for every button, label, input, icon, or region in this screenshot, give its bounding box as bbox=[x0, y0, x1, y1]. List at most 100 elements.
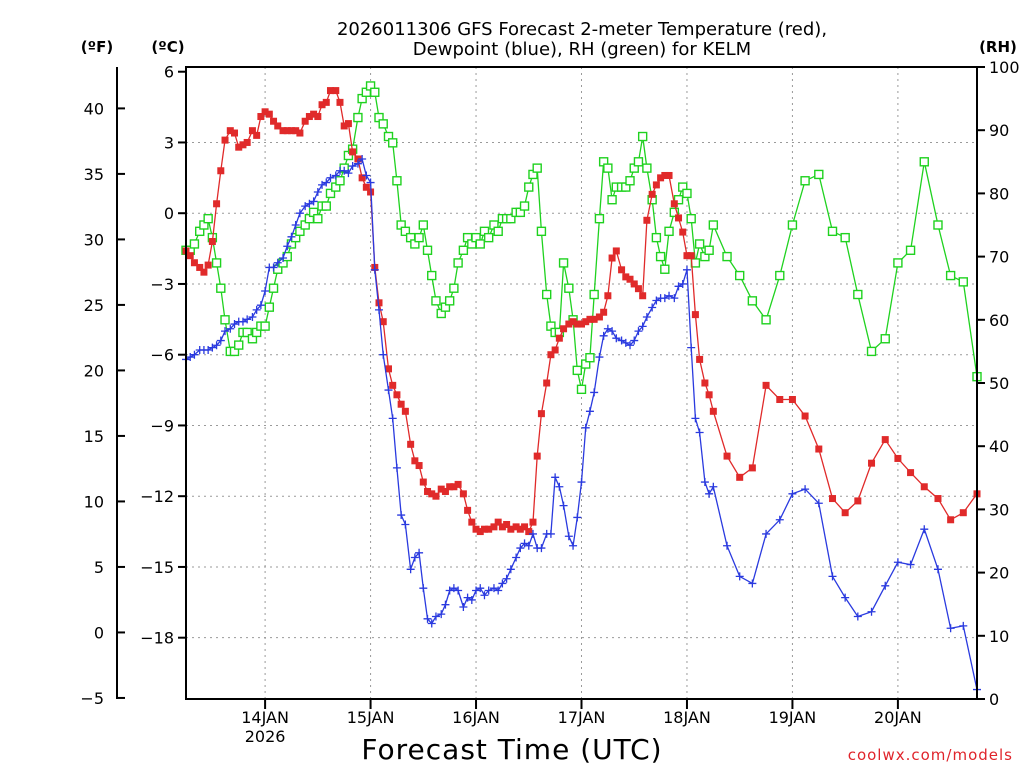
rh-point bbox=[905, 245, 916, 255]
rh-point bbox=[558, 258, 569, 268]
temperature-point bbox=[788, 396, 796, 404]
dewpoint-point bbox=[735, 572, 744, 581]
dewpoint-point bbox=[577, 478, 586, 487]
dewpoint-point bbox=[608, 327, 617, 336]
temperature-point bbox=[265, 110, 273, 118]
rh-point bbox=[431, 296, 441, 306]
temperature-point bbox=[907, 469, 915, 477]
dewpoint-point bbox=[512, 553, 521, 562]
temperature-point bbox=[362, 183, 370, 191]
dewpoint-point bbox=[528, 529, 537, 538]
dewpoint-point bbox=[853, 612, 862, 621]
rh-point bbox=[585, 353, 595, 363]
x-tick-label: 17JAN bbox=[558, 708, 606, 727]
rh-point bbox=[747, 296, 758, 306]
temperature-point bbox=[618, 266, 626, 274]
temperature-point bbox=[776, 396, 784, 404]
temperature-point bbox=[537, 410, 545, 418]
temperature-point bbox=[868, 459, 876, 467]
rh-point bbox=[483, 232, 494, 243]
fahrenheit-tick-label: 35 bbox=[84, 165, 104, 184]
dewpoint-point bbox=[520, 539, 529, 548]
dewpoint-point bbox=[480, 591, 489, 600]
dewpoint-point bbox=[814, 499, 823, 508]
dewpoint-point bbox=[630, 336, 639, 345]
rh-point bbox=[321, 201, 331, 211]
dewpoint-point bbox=[252, 305, 261, 314]
rh-point bbox=[708, 220, 719, 230]
rh-point bbox=[694, 239, 705, 249]
dewpoint-point bbox=[881, 581, 890, 590]
temperature-point bbox=[401, 407, 409, 415]
rh-point bbox=[414, 232, 424, 243]
temperature-point bbox=[696, 355, 704, 363]
rh-point bbox=[203, 213, 213, 224]
rh-point bbox=[682, 188, 692, 199]
dewpoint-point bbox=[318, 180, 327, 189]
dewpoint-point bbox=[498, 579, 507, 588]
temperature-point bbox=[217, 167, 225, 175]
rh-point bbox=[880, 334, 890, 344]
temperature-point bbox=[573, 320, 581, 328]
rh-point bbox=[458, 245, 469, 255]
temperature-point bbox=[543, 379, 551, 387]
temperature-point bbox=[384, 365, 392, 373]
temperature-point bbox=[354, 155, 362, 163]
rh-point bbox=[655, 251, 666, 262]
rh-point bbox=[625, 176, 635, 186]
rh-point bbox=[651, 232, 662, 243]
rh-point bbox=[704, 245, 714, 255]
fahrenheit-tick-label: 0 bbox=[94, 623, 104, 642]
celsius-tick-label: −6 bbox=[150, 346, 174, 365]
temperature-point bbox=[344, 120, 352, 128]
temperature-point bbox=[186, 252, 194, 260]
temperature-point bbox=[213, 200, 221, 208]
temperature-point bbox=[639, 292, 647, 300]
rh-tick-label: 10 bbox=[989, 627, 1009, 646]
temperature-point bbox=[248, 127, 256, 135]
temperature-point bbox=[723, 452, 731, 460]
temperature-point bbox=[565, 320, 573, 328]
temperature-point bbox=[393, 391, 401, 399]
rh-point bbox=[422, 245, 433, 255]
temperature-point bbox=[450, 483, 458, 491]
unit-label-rh: (RH) bbox=[979, 38, 1017, 56]
rh-point bbox=[633, 157, 644, 167]
rh-tick-label: 40 bbox=[989, 437, 1009, 456]
dewpoint-point bbox=[946, 624, 955, 633]
dewpoint-point bbox=[648, 303, 657, 312]
rh-point bbox=[427, 270, 437, 281]
rh-point bbox=[268, 283, 279, 293]
dewpoint-point bbox=[261, 287, 270, 296]
temperature-point bbox=[305, 113, 313, 121]
rh-point bbox=[603, 163, 613, 173]
temperature-point bbox=[630, 280, 638, 288]
temperature-point bbox=[221, 136, 229, 144]
rh-point bbox=[370, 87, 380, 97]
dewpoint-point bbox=[445, 586, 454, 595]
credit-link[interactable]: coolwx.com/models bbox=[848, 746, 1013, 764]
celsius-tick-label: 0 bbox=[164, 204, 174, 223]
dewpoint-point bbox=[590, 388, 599, 397]
temperature-point bbox=[239, 141, 247, 149]
dewpoint-point bbox=[682, 265, 691, 274]
temperature-point bbox=[748, 464, 756, 472]
rh-tick-label: 100 bbox=[989, 58, 1020, 77]
dewpoint-point bbox=[243, 315, 252, 324]
dewpoint-point bbox=[358, 154, 367, 163]
fahrenheit-tick-label: −5 bbox=[80, 689, 104, 708]
temperature-point bbox=[652, 181, 660, 189]
temperature-point bbox=[472, 525, 480, 533]
temperature-point bbox=[437, 485, 445, 493]
temperature-point bbox=[582, 318, 590, 326]
celsius-tick-label: −12 bbox=[140, 487, 174, 506]
rh-point bbox=[392, 176, 402, 186]
x-tick-year-label: 2026 bbox=[245, 727, 286, 746]
temperature-point bbox=[679, 228, 687, 236]
temperature-point bbox=[590, 315, 598, 323]
x-tick-label: 18JAN bbox=[663, 708, 711, 727]
temperature-point bbox=[665, 171, 673, 179]
celsius-tick-label: −18 bbox=[140, 629, 174, 648]
rh-point bbox=[335, 176, 345, 186]
dewpoint-point bbox=[221, 327, 230, 336]
